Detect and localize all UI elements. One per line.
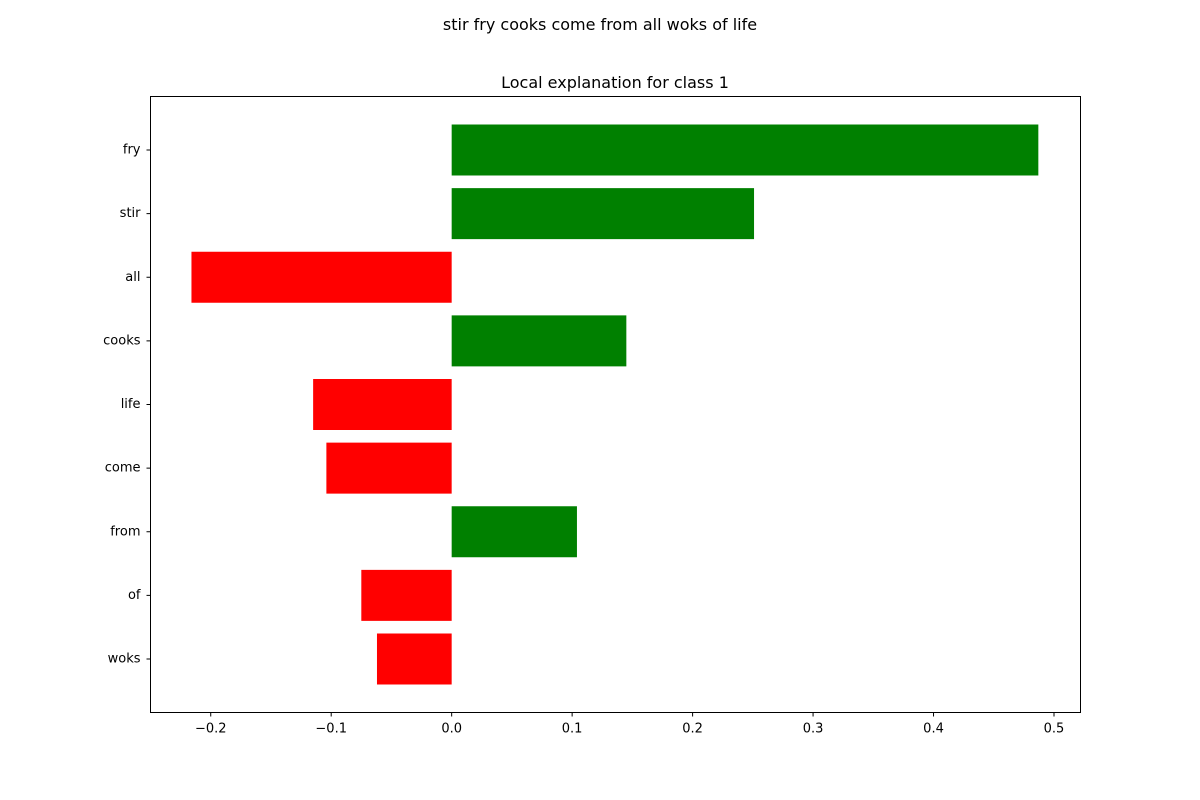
- bar-fry: [451, 124, 1039, 176]
- y-tick-label-life: life: [121, 397, 141, 412]
- x-tick-label: −0.2: [195, 722, 227, 737]
- bar-from: [451, 506, 577, 558]
- y-tick-label-fry: fry: [123, 143, 141, 158]
- y-tick-label-cooks: cooks: [103, 333, 141, 348]
- y-tick-label-stir: stir: [120, 206, 141, 221]
- y-axis-ticks: fry stir all cooks life come from of woks: [103, 143, 151, 667]
- y-tick-label-from: from: [110, 524, 140, 539]
- x-axis-ticks: −0.2 −0.1 0.0 0.1 0.2 0.3 0.4 0.5: [195, 712, 1065, 737]
- x-tick-label: 0.4: [923, 722, 944, 737]
- figure-suptitle: stir fry cooks come from all woks of lif…: [443, 15, 757, 34]
- x-tick-label: 0.5: [1044, 722, 1065, 737]
- bar-all: [191, 251, 452, 303]
- bar-cooks: [451, 315, 627, 367]
- bar-life: [313, 379, 452, 430]
- y-tick-label-come: come: [105, 461, 141, 476]
- x-tick-label: −0.1: [315, 722, 347, 737]
- bar-come: [326, 442, 452, 494]
- y-tick-label-all: all: [125, 270, 140, 285]
- chart-title: Local explanation for class 1: [501, 73, 729, 92]
- x-tick-label: 0.3: [803, 722, 824, 737]
- bar-of: [361, 569, 452, 621]
- x-tick-label: 0.1: [562, 722, 583, 737]
- x-tick-label: 0.0: [441, 722, 462, 737]
- x-tick-label: 0.2: [682, 722, 703, 737]
- bar-woks: [376, 633, 452, 685]
- bar-stir: [451, 188, 755, 240]
- plot-frame: [150, 96, 1081, 713]
- y-tick-label-of: of: [128, 588, 141, 603]
- y-tick-label-woks: woks: [108, 652, 141, 667]
- bars-group: [191, 124, 1039, 685]
